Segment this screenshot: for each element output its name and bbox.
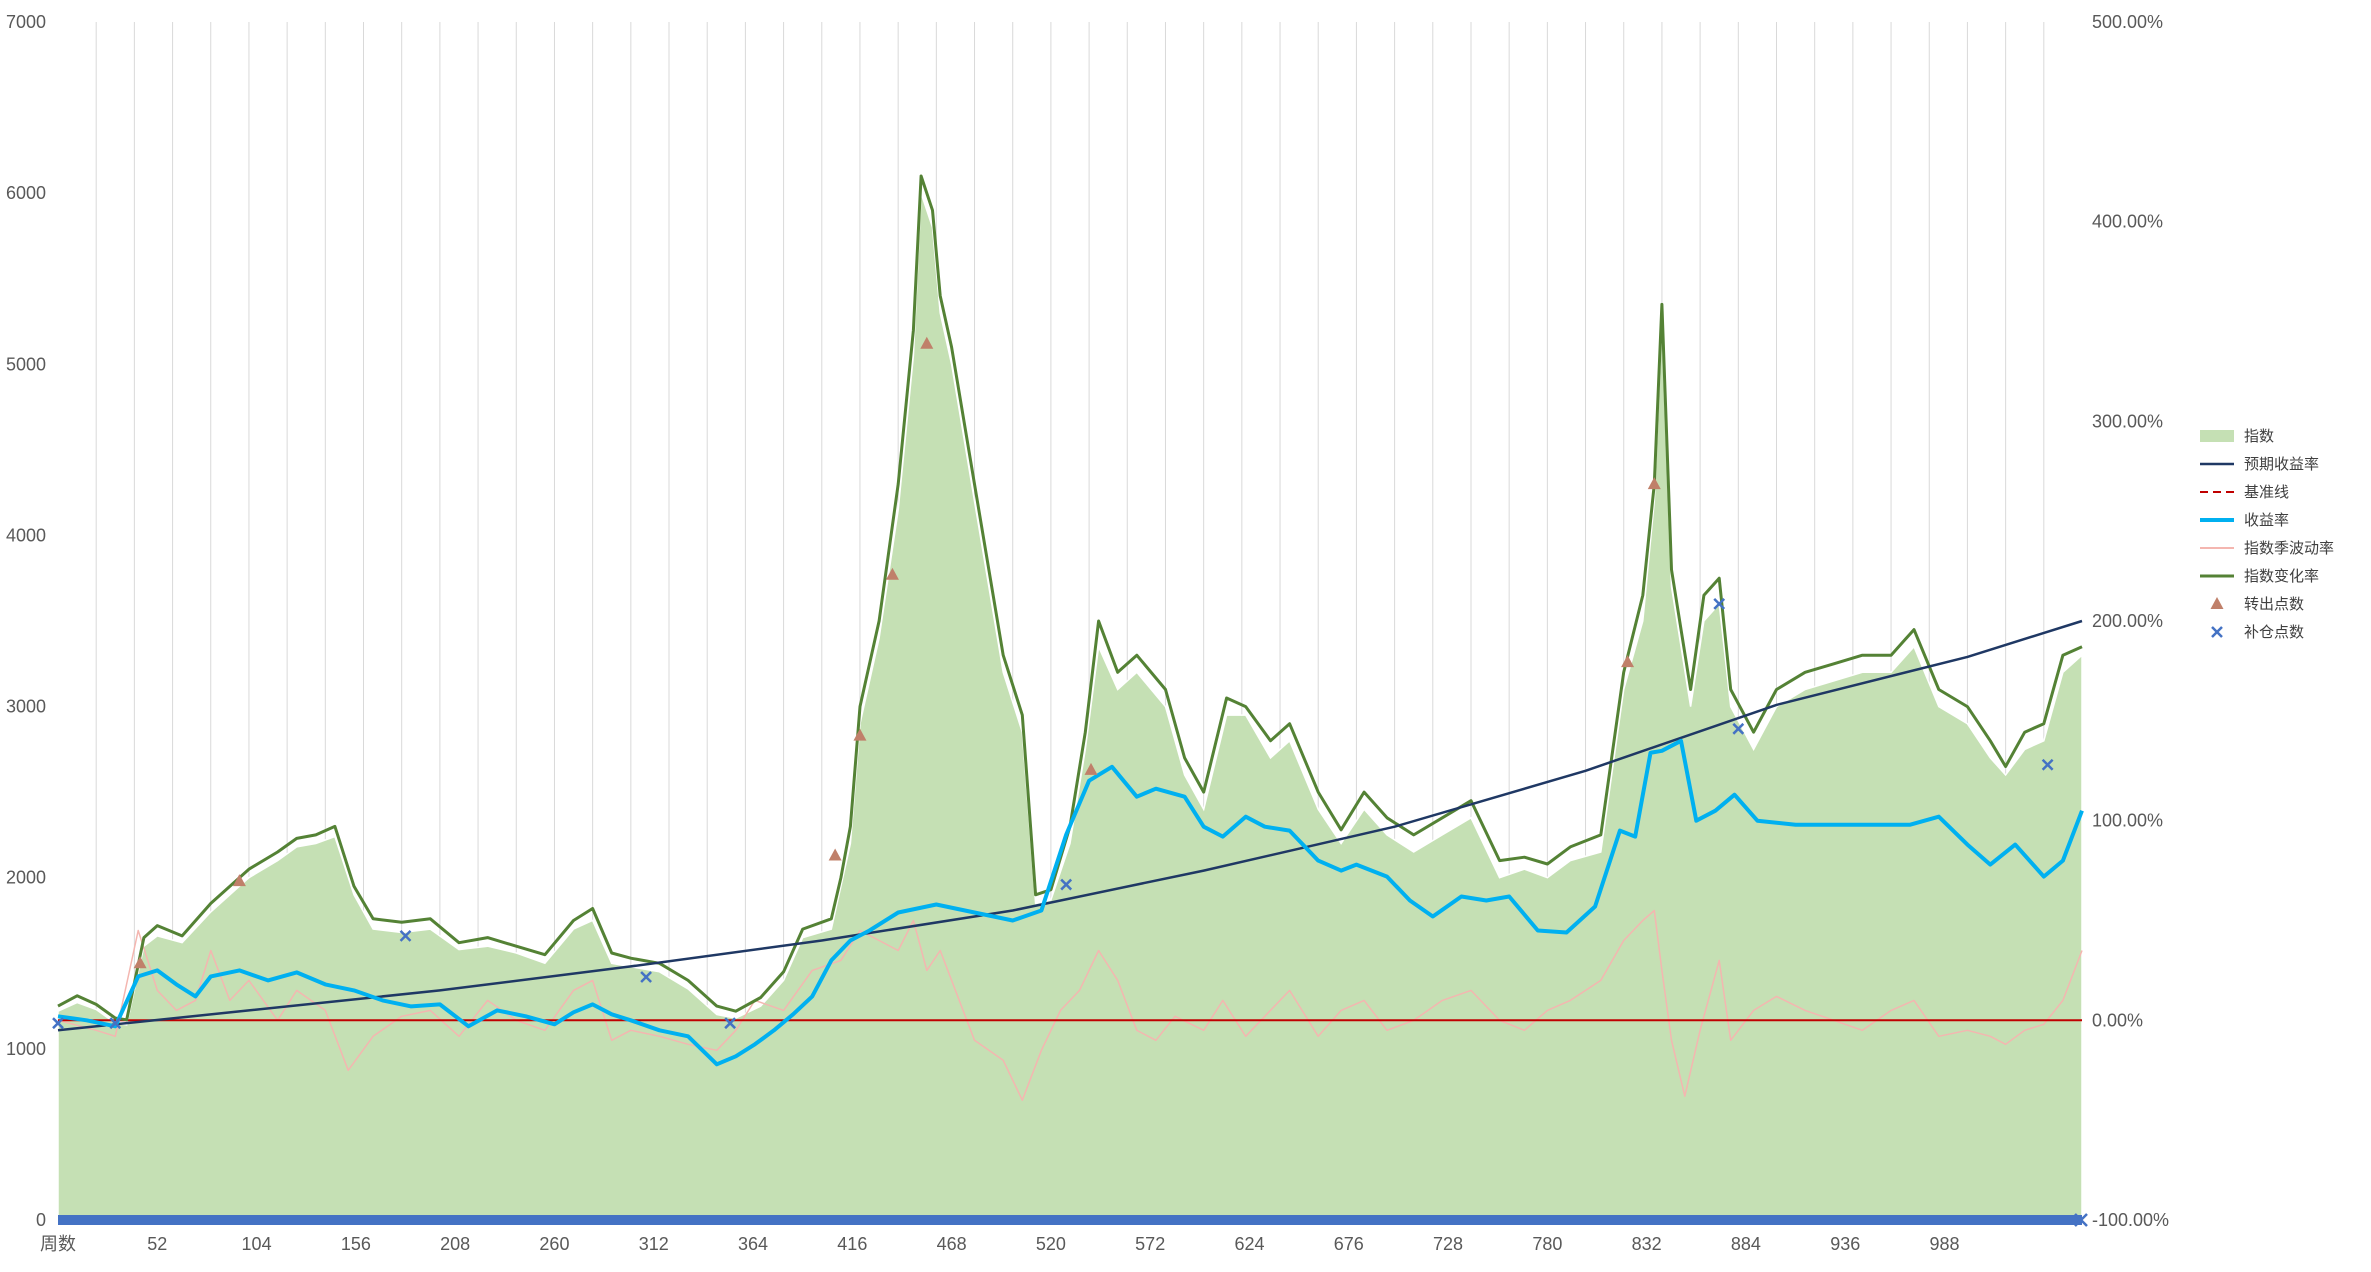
y-left-tick-label: 1000 [6,1039,46,1059]
y-left-tick-label: 3000 [6,697,46,717]
legend-swatch-buy-point [2211,626,2223,638]
y-left-tick-label: 6000 [6,183,46,203]
y-right-tick-label: 200.00% [2092,611,2163,631]
x-tick-label: 520 [1036,1234,1066,1254]
buy-point-marker [1060,878,1073,891]
buy-point-marker [2041,758,2054,771]
sell-point-marker [853,728,867,741]
baseline-end-marker [2074,1213,2088,1227]
y-left-tick-label: 5000 [6,354,46,374]
legend-label: 指数 [2244,428,2274,445]
buy-point-marker [1732,722,1745,735]
x-tick-label: 260 [539,1234,569,1254]
legend-label: 转出点数 [2244,596,2304,613]
legend-label: 收益率 [2244,512,2289,529]
sell-point-marker [920,336,934,349]
sell-point-marker [232,874,246,887]
sell-point-marker [133,956,147,969]
legend-label: 预期收益率 [2244,456,2319,473]
y-left-tick-label: 4000 [6,525,46,545]
buy-point-marker [399,930,412,942]
x-tick-label: 884 [1731,1234,1761,1254]
buy-point-marker [724,1017,737,1030]
y-right-tick-label: -100.00% [2092,1210,2169,1230]
x-tick-label: 832 [1632,1234,1662,1254]
legend-entry: 预期收益率 [2200,456,2319,473]
x-tick-label: 208 [440,1234,470,1254]
series-index-area [57,192,2083,1221]
x-tick-label: 988 [1929,1234,1959,1254]
y-right-tick-label: 100.00% [2092,811,2163,831]
line-series [57,174,2084,1101]
buy-point-marker [1713,598,1726,610]
x-tick-label: 104 [242,1234,272,1254]
series-expected-return-line [57,619,2083,1032]
y-left-tick-label: 2000 [6,868,46,888]
x-tick-label: 156 [341,1234,371,1254]
legend-entry: 基准线 [2200,484,2289,501]
y-right-tick-label: 0.00% [2092,1010,2143,1030]
sell-point-marker [1647,477,1661,490]
axes: 0 1000 2000 3000 4000 5000 6000 7000 -100.00% 0.0… [6,12,2169,1254]
legend-swatch-index [2200,430,2234,442]
legend-entry: 补仓点数 [2211,624,2304,641]
baseline-marker-strip [58,1215,2082,1225]
x-category-label: 周数 [40,1234,76,1254]
legend-entry: 收益率 [2200,512,2289,529]
index-area-series [57,192,2083,1221]
x-tick-label: 728 [1433,1234,1463,1254]
legend-entry: 指数季波动率 [2200,540,2334,557]
y-left-tick-label: 0 [36,1210,46,1230]
legend-label: 基准线 [2244,484,2289,501]
x-tick-label: 312 [639,1234,669,1254]
y-right-tick-label: 300.00% [2092,411,2163,431]
sell-point-marker [828,848,842,861]
series-index-change-line [57,174,2083,1022]
x-tick-label: 936 [1830,1234,1860,1254]
legend-entry: 转出点数 [2210,596,2304,613]
sell-point-marker [1621,655,1635,668]
y-right-tick-label: 500.00% [2092,12,2163,32]
marker-series [52,336,2088,1227]
x-tick-label: 52 [147,1234,167,1254]
x-tick-label: 468 [937,1234,967,1254]
series-return-line [57,738,2084,1067]
x-tick-label: 624 [1234,1234,1264,1254]
legend-label: 补仓点数 [2244,624,2304,641]
legend-label: 指数变化率 [2244,568,2319,585]
legend-entry: 指数变化率 [2200,568,2319,585]
sell-point-marker [1084,762,1098,775]
x-tick-label: 780 [1532,1234,1562,1254]
buy-point-marker [52,1017,64,1030]
series-season-volatility-line [57,909,2083,1101]
buy-point-marker [109,1017,122,1030]
x-tick-label: 676 [1334,1234,1364,1254]
buy-point-marker [640,971,652,983]
x-tick-label: 364 [738,1234,768,1254]
y-left-tick-label: 7000 [6,12,46,32]
sell-point-marker [885,567,899,580]
legend-entry: 指数 [2200,428,2274,445]
x-tick-label: 416 [837,1234,867,1254]
x-tick-label: 572 [1135,1234,1165,1254]
legend-swatch-sell-point [2210,597,2224,609]
legend-label: 指数季波动率 [2244,540,2334,557]
y-right-tick-label: 400.00% [2092,212,2163,232]
